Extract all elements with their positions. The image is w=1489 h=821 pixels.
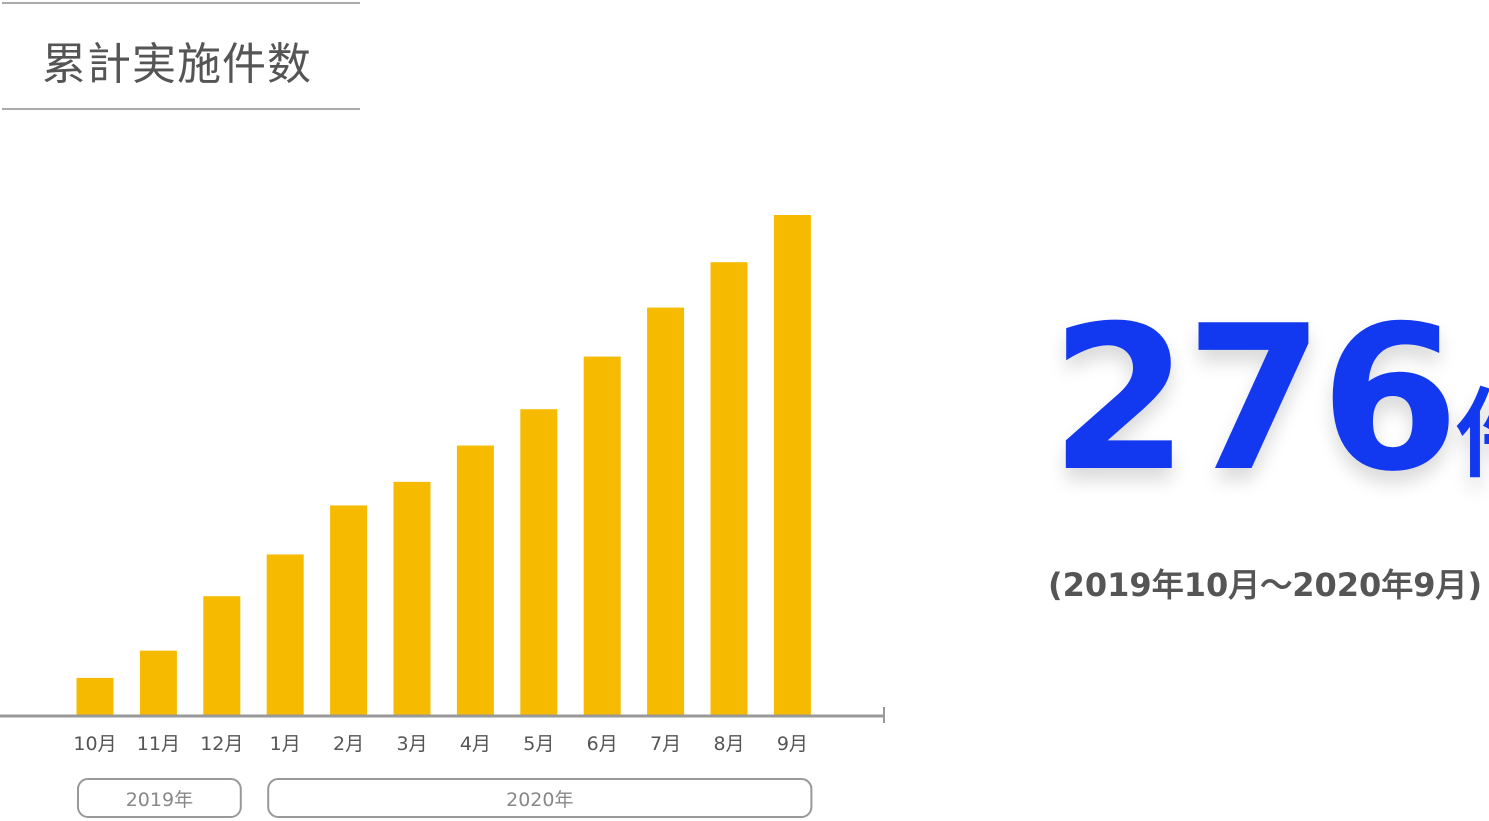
bar-3月 [393,481,431,716]
x-tick-label: 4月 [460,733,491,755]
bar-1月 [266,554,304,716]
bar-9月 [773,215,811,716]
total-unit: 件 [1455,379,1489,491]
x-tick-label: 3月 [396,733,427,755]
bar-10月 [76,677,114,716]
bar-5月 [520,409,558,716]
bar-12月 [203,596,241,716]
x-tick-label: 7月 [650,733,681,755]
x-tick-label: 1月 [270,733,301,755]
bar-7月 [647,307,685,716]
x-tick-label: 5月 [523,733,554,755]
x-tick-label: 6月 [587,733,618,755]
x-tick-label: 10月 [73,733,116,755]
total-value: 276 [1050,283,1459,516]
year-group-box [77,778,242,818]
bar-6月 [583,356,621,716]
bar-2月 [330,505,368,716]
page-title: 累計実施件数 [42,39,312,90]
total-count: 276件 [1050,300,1489,500]
year-group-label: 2020年 [506,789,573,811]
x-tick-label: 11月 [137,733,180,755]
x-tick-label: 12月 [200,733,243,755]
bar-4月 [456,445,494,716]
x-tick-label: 8月 [713,733,744,755]
year-group-label: 2019年 [126,789,193,811]
bar-11月 [139,650,177,716]
period-label: (2019年10月〜2020年9月) [1048,566,1483,604]
bar-8月 [710,262,748,716]
title-box: 累計実施件数 [2,2,360,110]
x-tick-label: 9月 [777,733,808,755]
year-group-box [267,778,813,818]
x-tick-label: 2月 [333,733,364,755]
